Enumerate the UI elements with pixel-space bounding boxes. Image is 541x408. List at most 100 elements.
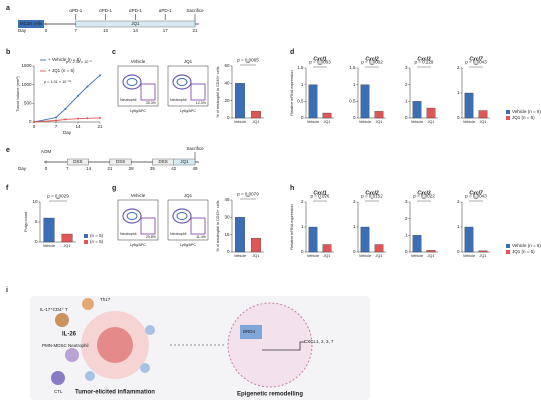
chart-title: Cxcl3 bbox=[417, 56, 431, 62]
chart-title: Cxcl2 bbox=[365, 56, 379, 62]
legend-label: JQ1 (n = 6) bbox=[512, 249, 535, 254]
point bbox=[33, 121, 35, 123]
significance: * bbox=[319, 197, 321, 202]
x-tick-label: JQ1 bbox=[324, 120, 331, 124]
treatment-box bbox=[67, 158, 89, 166]
bar bbox=[308, 84, 318, 119]
bar bbox=[478, 250, 488, 253]
plot-title: JQ1 bbox=[184, 59, 193, 64]
dose-label: αPD-1 bbox=[159, 8, 172, 13]
legend-label: + Vehicle (n = 6) bbox=[48, 57, 81, 62]
significance: ** bbox=[370, 63, 374, 68]
bar bbox=[251, 237, 261, 253]
x-tick-label: JQ1 bbox=[64, 244, 71, 248]
y-axis-label: Polyp count bbox=[24, 211, 28, 232]
x-axis-label: Day bbox=[63, 130, 72, 135]
x-tick-label: 7 bbox=[55, 124, 58, 129]
y-tick-label: 1 bbox=[301, 82, 304, 87]
day-label: 14 bbox=[86, 166, 92, 171]
dose-label: αPD-1 bbox=[99, 8, 112, 13]
y-tick-label: 1 bbox=[405, 233, 408, 238]
axis-label: Day bbox=[18, 166, 27, 171]
x-tick-label: Vehicle bbox=[307, 120, 319, 124]
gate-label: Neutrophil bbox=[170, 232, 187, 236]
x-tick-label: JQ1 bbox=[480, 254, 487, 258]
diagram-label: IL-17⁺CD4⁺ T bbox=[40, 307, 68, 312]
diagram-label: PMN-MDSC Neutrophil bbox=[42, 343, 89, 348]
immune-cell bbox=[140, 363, 150, 373]
y-tick-label: 30 bbox=[224, 215, 230, 220]
significance: ** bbox=[246, 61, 250, 66]
day-label: 28 bbox=[129, 166, 135, 171]
p-value: p = 0.0002 bbox=[361, 60, 383, 65]
nucleus bbox=[227, 302, 313, 388]
point bbox=[64, 107, 67, 110]
y-tick-label: 0 bbox=[301, 115, 304, 120]
axis-label: Ly6g/APC bbox=[180, 109, 196, 113]
x-tick-label: 14 bbox=[75, 124, 81, 129]
axis-label: Ly6g/APC bbox=[130, 109, 146, 113]
point bbox=[99, 116, 101, 119]
p-value: p = 0.229 bbox=[415, 60, 434, 65]
y-tick-label: 1 bbox=[301, 224, 304, 229]
y-tick-label: 0 bbox=[405, 115, 408, 120]
ctl-cell bbox=[51, 371, 65, 385]
x-tick-label: 0 bbox=[33, 124, 36, 129]
y-axis-label: Tumor volume (mm³) bbox=[16, 76, 20, 112]
y-tick-label: 500 bbox=[24, 101, 32, 106]
plot-title: Vehicle bbox=[131, 59, 146, 64]
gate bbox=[140, 83, 156, 101]
y-tick-label: 2 bbox=[457, 199, 460, 204]
y-tick-label: 2 bbox=[353, 199, 356, 204]
significance: ** bbox=[474, 197, 478, 202]
y-tick-label: 2 bbox=[457, 65, 460, 70]
point bbox=[77, 94, 79, 97]
mdsc-cell bbox=[65, 348, 79, 362]
x-tick-label: JQ1 bbox=[376, 254, 383, 258]
x-tick-label: 21 bbox=[97, 124, 103, 129]
density bbox=[126, 78, 138, 86]
x-tick-label: JQ1 bbox=[428, 120, 435, 124]
bar bbox=[322, 244, 332, 253]
bar bbox=[235, 217, 245, 253]
treatment-label: DSS bbox=[116, 159, 125, 164]
day-label: 7 bbox=[66, 166, 69, 171]
annotation: p = 2.35 × 10⁻⁵ bbox=[66, 60, 92, 64]
y-tick-label: 3 bbox=[405, 65, 408, 70]
day-label: 42 bbox=[171, 166, 177, 171]
legend-swatch bbox=[84, 240, 88, 244]
panel-label: a bbox=[6, 5, 10, 12]
legend-label: (n = 5) bbox=[90, 233, 104, 238]
bar bbox=[464, 92, 474, 119]
bar bbox=[322, 112, 332, 119]
x-tick-label: Vehicle bbox=[411, 254, 423, 258]
significance: ** bbox=[56, 197, 60, 202]
diagram-label: BRD4 bbox=[243, 329, 256, 334]
gate-percent: 35.3% bbox=[146, 101, 157, 105]
y-axis-label: Relative mRNA expression bbox=[290, 70, 294, 115]
legend-label: Vehicle (n = 6) bbox=[512, 109, 541, 114]
p-value: p = 0.0065 bbox=[237, 58, 259, 63]
y-tick-label: 0 bbox=[353, 115, 356, 120]
bar bbox=[464, 226, 474, 253]
treatment-label: JQ1 bbox=[180, 159, 189, 164]
y-tick-label: 15 bbox=[224, 232, 230, 237]
significance: ** bbox=[474, 63, 478, 68]
x-tick-label: JQ1 bbox=[324, 254, 331, 258]
significance: ** bbox=[246, 195, 250, 200]
y-tick-label: 1 bbox=[353, 82, 356, 87]
y-tick-label: 2 bbox=[301, 199, 304, 204]
gate bbox=[140, 217, 156, 235]
day-label: 17 bbox=[163, 28, 169, 33]
legend-swatch bbox=[506, 244, 510, 248]
treatment-box bbox=[109, 158, 132, 166]
p-value: p = 0.0029 bbox=[47, 194, 69, 199]
y-tick-label: 1 bbox=[405, 99, 408, 104]
th17-cell bbox=[82, 298, 94, 310]
day-label: 49 bbox=[192, 166, 198, 171]
p-value: p = 0.0079 bbox=[237, 192, 259, 197]
panel-label: h bbox=[290, 185, 294, 192]
point bbox=[99, 74, 101, 77]
day-label: 10 bbox=[103, 28, 109, 33]
